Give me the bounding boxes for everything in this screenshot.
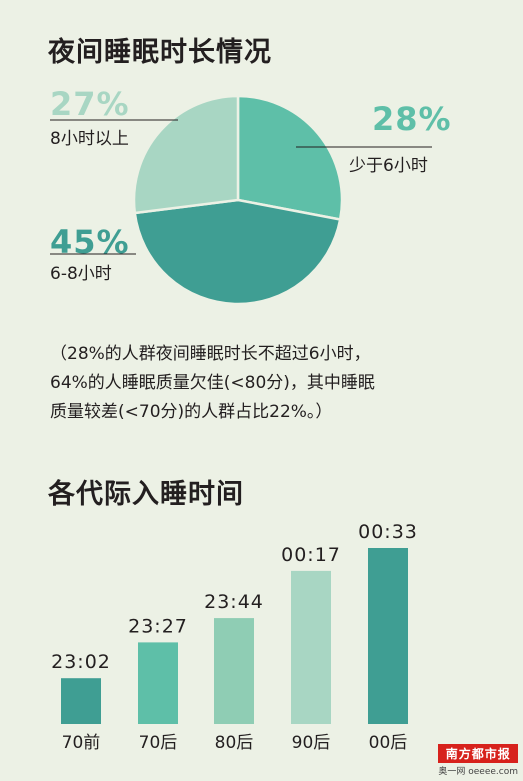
note-line: 64%的人睡眠质量欠佳(<80分)，其中睡眠 xyxy=(50,373,375,393)
survey-note: （28%的人群夜间睡眠时长不超过6小时， 64%的人睡眠质量欠佳(<80分)，其… xyxy=(50,340,470,427)
bar-value-label: 23:44 xyxy=(204,591,264,613)
pie-chart-title: 夜间睡眠时长情况 xyxy=(48,37,272,68)
bar-value-label: 23:02 xyxy=(51,651,111,673)
bar-value-label: 00:33 xyxy=(358,521,418,543)
pie-category-label-6-8h: 6-8小时 xyxy=(50,264,112,284)
pie-value-label-over-8h: 27% xyxy=(50,85,130,123)
pie-slice-over-8h xyxy=(132,94,240,215)
pie-value-label-6-8h: 45% xyxy=(50,223,130,261)
bar-chart-title: 各代际入睡时间 xyxy=(48,479,244,510)
newspaper-watermark: 南方都市报 奥一网 oeeee.com xyxy=(438,744,518,777)
pie-category-label-over-8h: 8小时以上 xyxy=(50,129,129,149)
watermark-site: 奥一网 oeeee.com xyxy=(438,767,518,777)
bar-category-label: 70后 xyxy=(139,733,178,753)
bar-90后 xyxy=(291,570,331,724)
pie-category-label-under-6h: 少于6小时 xyxy=(349,156,428,176)
pie-slice-6-8h xyxy=(133,198,342,306)
bar-70后 xyxy=(138,642,178,724)
bar-80后 xyxy=(214,618,254,724)
note-line: （28%的人群夜间睡眠时长不超过6小时， xyxy=(50,344,371,364)
bar-category-label: 90后 xyxy=(292,733,331,753)
pie-slice-under-6h xyxy=(236,94,344,221)
bar-category-label: 80后 xyxy=(215,733,254,753)
bar-70前 xyxy=(61,678,101,724)
bar-value-label: 00:17 xyxy=(281,544,341,566)
note-line: 质量较差(<70分)的人群占比22%。） xyxy=(50,402,333,422)
pie-value-label-under-6h: 28% xyxy=(372,100,452,138)
bar-value-label: 23:27 xyxy=(128,615,188,637)
bar-category-label: 70前 xyxy=(62,733,101,753)
bar-category-label: 00后 xyxy=(369,733,408,753)
watermark-logo: 南方都市报 xyxy=(438,744,518,763)
bar-00后 xyxy=(368,548,408,724)
